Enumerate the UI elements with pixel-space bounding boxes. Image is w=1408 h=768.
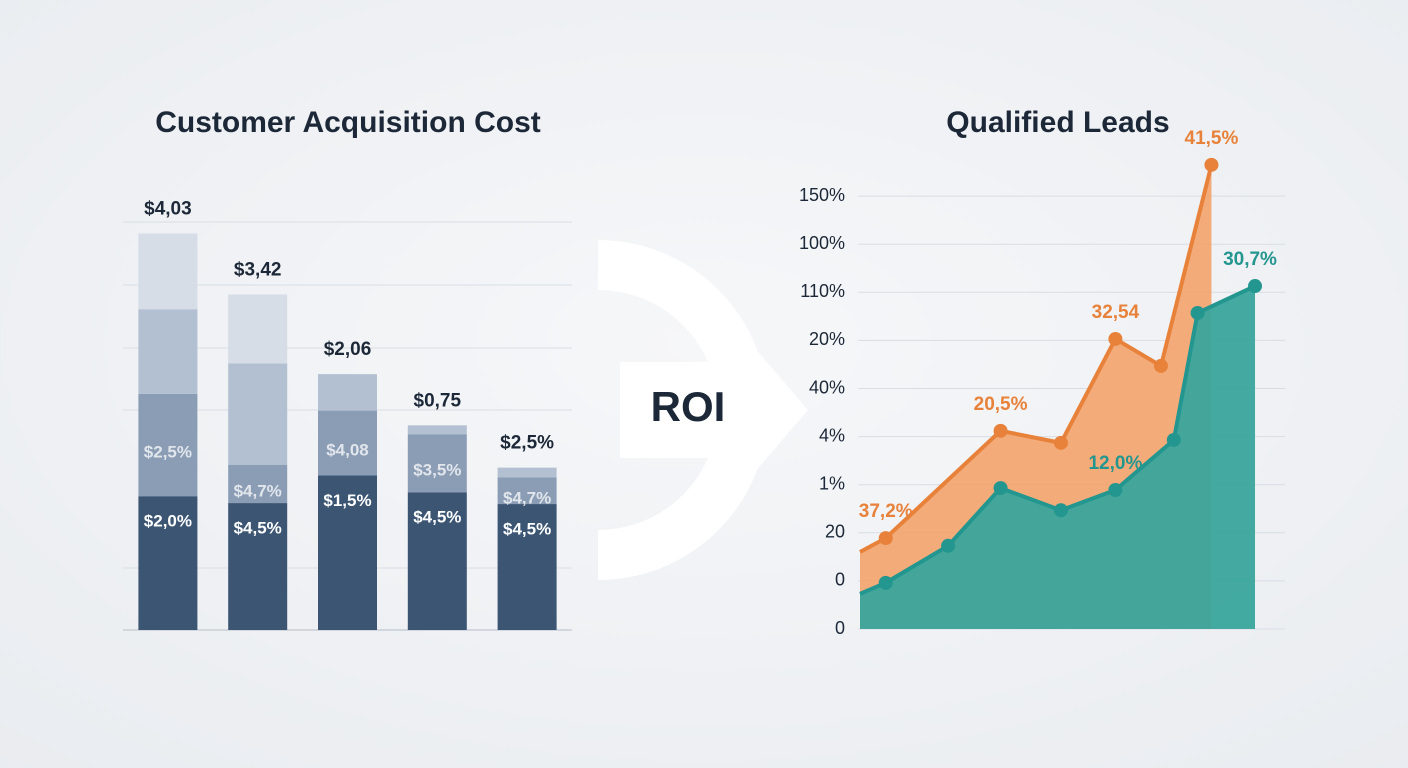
y-tick-label: 150% — [799, 185, 845, 205]
bar-total-label: $0,75 — [414, 390, 462, 411]
data-label: 32,54 — [1092, 302, 1140, 323]
roi-box — [620, 362, 740, 458]
point — [1108, 331, 1123, 346]
chart-title: Customer Acquisition Cost — [155, 106, 541, 139]
segment-label: $4,5% — [413, 508, 461, 527]
bar-segment — [228, 503, 288, 630]
bar-segment — [407, 492, 467, 630]
bar-segment — [497, 467, 557, 478]
point — [1053, 503, 1068, 518]
segment-label: $2,5% — [144, 442, 192, 461]
y-tick-label: 0 — [835, 570, 845, 590]
data-label: 37,2% — [859, 501, 913, 522]
bar-segment — [228, 294, 288, 364]
bar-total-label: $2,5% — [500, 433, 554, 454]
bar-segment — [138, 233, 198, 310]
y-tick-label: 20 — [825, 522, 845, 542]
y-tick-label: 20% — [809, 329, 845, 349]
bar-segment — [138, 309, 198, 394]
bar-segment — [407, 434, 467, 493]
bar-total-label: $3,42 — [234, 259, 282, 280]
point — [1248, 279, 1263, 294]
segment-label: $2,0% — [144, 512, 192, 531]
y-tick-label: 100% — [799, 233, 845, 253]
y-tick-label: 4% — [819, 425, 845, 445]
point — [1108, 482, 1123, 497]
point — [878, 575, 893, 590]
arrow-head — [735, 325, 808, 495]
segment-label: $4,7% — [234, 481, 282, 500]
point — [1190, 305, 1205, 320]
point — [1204, 157, 1219, 172]
point — [1166, 432, 1181, 447]
segment-label: $3,5% — [413, 461, 461, 480]
data-label: 20,5% — [974, 394, 1028, 415]
point — [993, 423, 1008, 438]
point — [941, 538, 956, 553]
segment-label: $4,08 — [326, 441, 369, 460]
segment-label: $4,5% — [234, 519, 282, 538]
segment-label: $4,7% — [503, 488, 551, 507]
y-tick-label: 110% — [800, 281, 845, 301]
bar-total-label: $4,03 — [144, 198, 192, 219]
bar-segment — [318, 374, 377, 411]
chart-title: Qualified Leads — [946, 106, 1169, 139]
bar-segment — [497, 477, 557, 505]
data-label: 41,5% — [1185, 128, 1239, 149]
roi-arrow: ROI — [597, 240, 808, 580]
area — [860, 286, 1256, 629]
bar-segment — [138, 393, 198, 497]
segment-label: $4,5% — [503, 520, 551, 539]
point — [1153, 358, 1168, 373]
roi-label: ROI — [651, 383, 726, 430]
data-label: 30,7% — [1223, 249, 1277, 270]
data-label: 12,0% — [1088, 453, 1142, 474]
bar-segment — [318, 410, 377, 476]
point — [1053, 435, 1068, 450]
bar-segment — [318, 475, 377, 630]
bar-total-label: $2,06 — [324, 339, 372, 360]
point — [878, 531, 893, 546]
y-tick-label: 1% — [819, 473, 845, 493]
segment-label: $1,5% — [323, 491, 371, 510]
y-tick-label: 40% — [809, 377, 845, 397]
bar-segment — [138, 496, 198, 630]
bar-segment — [228, 363, 288, 465]
point — [993, 481, 1008, 496]
y-tick-label: 0 — [835, 618, 845, 638]
bar-segment — [228, 464, 288, 504]
bar-segment — [497, 504, 557, 630]
bar-segment — [407, 425, 467, 435]
